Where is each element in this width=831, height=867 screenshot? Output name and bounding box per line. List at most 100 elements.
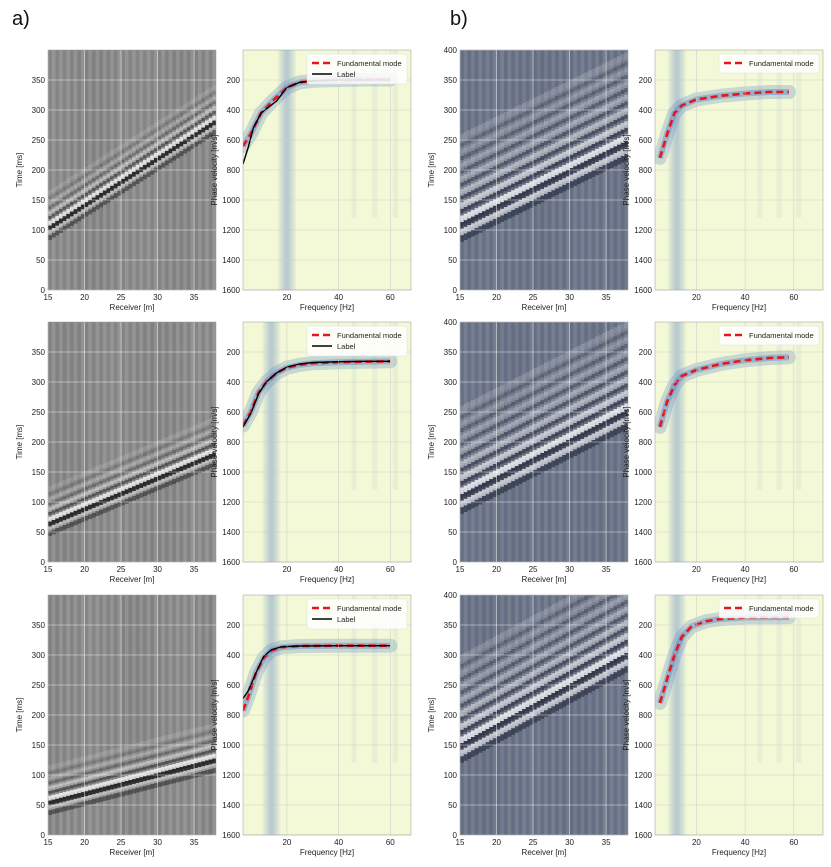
wavelet-dark	[507, 209, 512, 219]
wavelet-light	[602, 63, 607, 73]
wavelet-light	[69, 176, 74, 183]
wavelet-light	[194, 434, 199, 442]
wavelet-dark	[489, 410, 494, 420]
wavelet-light	[113, 477, 118, 485]
wavelet-dark	[135, 167, 140, 175]
y-tick-label: 800	[639, 711, 653, 720]
wavelet-light	[201, 450, 206, 458]
wavelet-dark	[153, 155, 158, 163]
wavelet-light	[62, 219, 67, 226]
wavelet-dark	[617, 371, 621, 381]
wavelet-dark	[481, 493, 486, 503]
wavelet-dark	[544, 694, 548, 704]
wavelet-dark	[620, 140, 625, 150]
wavelet-light	[168, 743, 173, 751]
x-tick-label: 40	[741, 293, 750, 302]
wavelet-dark	[124, 779, 129, 786]
wavelet-light	[478, 449, 483, 459]
wavelet-light	[514, 690, 519, 700]
wavelet-light	[470, 740, 475, 751]
wavelet-dark	[613, 143, 618, 154]
wavelet-dark	[66, 202, 71, 210]
wavelet-light	[135, 143, 140, 151]
wavelet-light	[142, 779, 147, 786]
wavelet-dark	[576, 649, 581, 660]
wavelet-dark	[66, 774, 71, 782]
wavelet-dark	[522, 446, 527, 456]
wavelet-light	[157, 129, 162, 137]
wavelet-light	[609, 395, 614, 405]
wavelet-light	[598, 400, 603, 410]
wavelet-light	[84, 509, 89, 516]
wavelet-light	[485, 200, 490, 210]
wavelet-dark	[139, 452, 144, 460]
wavelet-light	[106, 778, 111, 786]
wavelet-light	[514, 132, 519, 143]
wavelet-dark	[201, 749, 206, 757]
wavelet-light	[106, 152, 111, 160]
wavelet-dark	[175, 775, 180, 783]
wavelet-light	[606, 383, 611, 393]
wavelet-dark	[66, 183, 71, 190]
wavelet-dark	[139, 746, 144, 754]
wavelet-dark	[544, 422, 548, 432]
wavelet-dark	[565, 682, 570, 692]
wavelet-light	[595, 159, 600, 169]
wavelet-dark	[565, 180, 570, 190]
wavelet-dark	[212, 766, 216, 773]
wavelet-light	[146, 768, 151, 776]
wavelet-light	[580, 628, 585, 638]
wavelet-dark	[205, 453, 209, 461]
wavelet-dark	[91, 510, 96, 518]
wavelet-dark	[551, 690, 556, 700]
wavelet-light	[569, 171, 574, 182]
wavelet-light	[51, 773, 56, 781]
wavelet-dark	[518, 642, 523, 652]
wavelet-light	[489, 730, 494, 741]
wavelet-dark	[110, 782, 115, 790]
wavelet-dark	[584, 401, 589, 411]
wavelet-light	[135, 781, 140, 788]
wavelet-light	[514, 443, 519, 453]
wavelet-dark	[507, 387, 512, 398]
wavelet-dark	[518, 629, 523, 639]
wavelet-light	[584, 434, 589, 444]
wavelet-dark	[569, 369, 574, 379]
wavelet-dark	[569, 601, 574, 611]
wavelet-light	[576, 616, 581, 627]
wavelet-light	[620, 67, 625, 77]
wavelet-light	[489, 158, 494, 169]
chart-panel-b1-disp: 20 40 602004006008001000120014001600Freque…	[622, 49, 824, 312]
wavelet-dark	[467, 461, 472, 471]
wavelet-dark	[620, 356, 625, 366]
wavelet-dark	[529, 675, 534, 686]
wavelet-dark	[573, 665, 578, 675]
wavelet-light	[584, 421, 589, 431]
wavelet-light	[186, 139, 191, 147]
wavelet-dark	[117, 461, 122, 469]
wavelet-light	[598, 657, 603, 668]
wavelet-light	[606, 410, 611, 420]
wavelet-dark	[565, 87, 570, 98]
x-axis-label: Frequency [Hz]	[300, 303, 354, 312]
wavelet-light	[595, 389, 600, 399]
wavelet-light	[161, 146, 166, 154]
wavelet-dark	[511, 180, 516, 191]
wavelet-dark	[580, 146, 585, 157]
wavelet-light	[478, 670, 483, 681]
wavelet-dark	[201, 759, 206, 767]
wavelet-dark	[467, 149, 472, 160]
wavelet-dark	[460, 478, 464, 488]
wavelet-light	[175, 432, 180, 440]
wavelet-dark	[146, 773, 151, 781]
wavelet-dark	[73, 792, 78, 799]
wavelet-light	[591, 391, 596, 401]
wavelet-dark	[66, 483, 71, 490]
y-axis-label: Time [ms]	[427, 698, 436, 733]
wavelet-dark	[48, 223, 52, 231]
wavelet-light	[146, 155, 151, 163]
wavelet-dark	[172, 747, 177, 755]
wavelet-light	[576, 155, 581, 165]
wavelet-light	[595, 66, 600, 77]
wavelet-light	[201, 120, 206, 128]
